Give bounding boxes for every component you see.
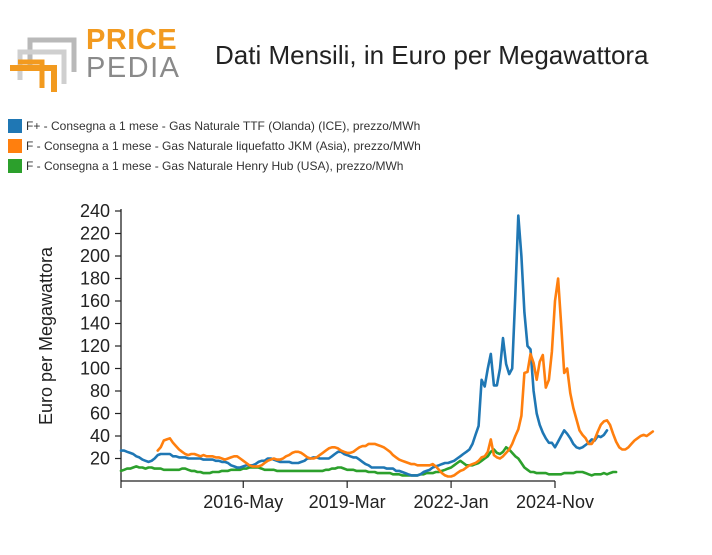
y-tick-label: 220	[80, 224, 110, 244]
legend-swatch-ttf	[8, 119, 22, 133]
y-tick-label: 120	[80, 336, 110, 356]
y-tick-label: 60	[90, 404, 110, 424]
x-tick-label: 2016-May	[203, 492, 283, 512]
logo-text-price: PRICE	[86, 24, 178, 56]
legend-label-henry-hub: F - Consegna a 1 mese - Gas Naturale Hen…	[26, 159, 404, 173]
y-tick-label: 100	[80, 359, 110, 379]
legend-label-ttf: F+ - Consegna a 1 mese - Gas Naturale TT…	[26, 119, 421, 133]
series-line-henry-hub	[119, 445, 618, 477]
x-tick-label: 2024-Nov	[516, 492, 594, 512]
legend-label-jkm: F - Consegna a 1 mese - Gas Naturale liq…	[26, 139, 421, 153]
legend-swatch-jkm	[8, 139, 22, 153]
logo-mark-icon	[10, 37, 77, 92]
logo-text-pedia: PEDIA	[86, 52, 181, 84]
y-axis-title: Euro per Megawattora	[36, 246, 56, 425]
y-tick-label: 40	[90, 426, 110, 446]
legend-item-jkm: F - Consegna a 1 mese - Gas Naturale liq…	[8, 136, 421, 156]
x-tick-label: 2022-Jan	[414, 492, 489, 512]
y-tick-label: 160	[80, 291, 110, 311]
y-tick-label: 200	[80, 246, 110, 266]
chart-title: Dati Mensili, in Euro per Megawattora	[215, 40, 649, 70]
series-line-ttf	[119, 214, 609, 477]
plot-area	[119, 214, 655, 478]
x-axis: 2016-May 2019-Mar 2022-Jan 2024-Nov	[120, 480, 594, 512]
chart-legend: F+ - Consegna a 1 mese - Gas Naturale TT…	[8, 116, 421, 176]
series-line-jkm	[156, 277, 655, 478]
legend-item-ttf: F+ - Consegna a 1 mese - Gas Naturale TT…	[8, 116, 421, 136]
y-tick-label: 20	[90, 449, 110, 469]
y-tick-label: 140	[80, 314, 110, 334]
legend-swatch-henry-hub	[8, 159, 22, 173]
legend-item-henry-hub: F - Consegna a 1 mese - Gas Naturale Hen…	[8, 156, 421, 176]
x-tick-label: 2019-Mar	[309, 492, 386, 512]
y-tick-label: 80	[90, 381, 110, 401]
y-tick-label: 180	[80, 269, 110, 289]
pricepedia-logo: PRICE PEDIA	[8, 22, 179, 92]
y-tick-label: 240	[80, 201, 110, 221]
